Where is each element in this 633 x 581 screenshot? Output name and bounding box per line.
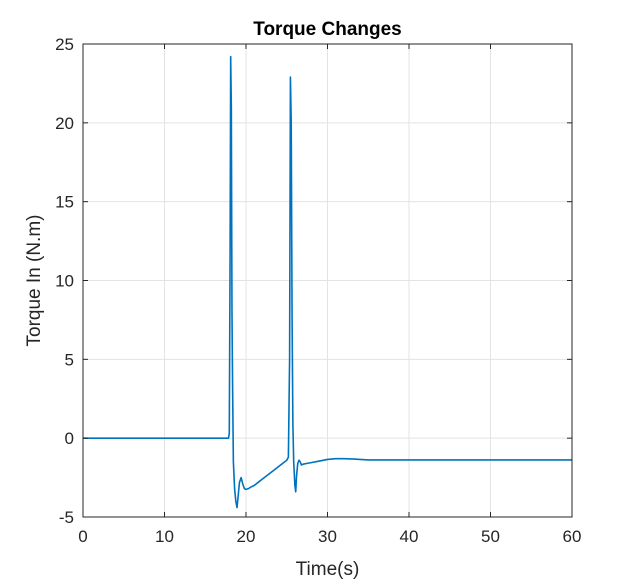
x-tick-label: 30 xyxy=(318,527,337,546)
x-tick-label: 50 xyxy=(481,527,500,546)
x-tick-label: 20 xyxy=(237,527,256,546)
y-tick-label: 20 xyxy=(55,114,74,133)
y-axis-label: Torque In (N.m) xyxy=(24,215,45,347)
x-axis-label: Time(s) xyxy=(296,559,360,580)
y-tick-label: 5 xyxy=(65,350,74,369)
chart-title: Torque Changes xyxy=(253,19,402,40)
series-layer xyxy=(83,55,572,509)
x-tick-label: 0 xyxy=(78,527,87,546)
y-tick-label: -5 xyxy=(59,508,74,527)
y-tick-label: 10 xyxy=(55,272,74,291)
x-tick-label: 60 xyxy=(563,527,582,546)
x-tick-label: 40 xyxy=(400,527,419,546)
series-line xyxy=(83,55,572,509)
y-tick-label: 25 xyxy=(55,35,74,54)
tick-mark-layer xyxy=(82,43,573,518)
x-tick-label: 10 xyxy=(155,527,174,546)
y-tick-label: 15 xyxy=(55,193,74,212)
y-tick-label: 0 xyxy=(65,429,74,448)
